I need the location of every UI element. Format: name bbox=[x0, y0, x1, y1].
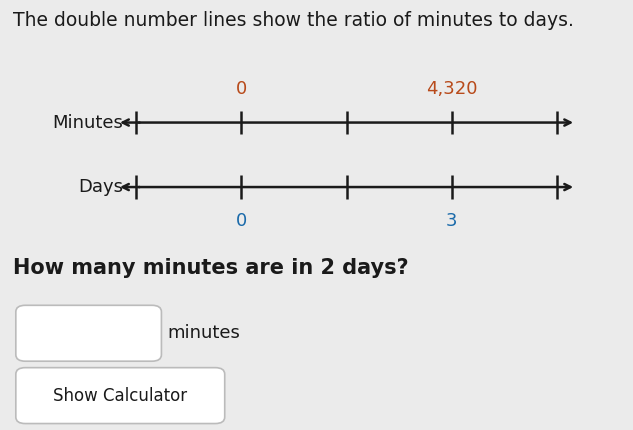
Text: 0: 0 bbox=[235, 80, 247, 98]
Text: Show Calculator: Show Calculator bbox=[53, 387, 187, 405]
Text: 3: 3 bbox=[446, 212, 458, 230]
FancyBboxPatch shape bbox=[16, 368, 225, 424]
Text: 4,320: 4,320 bbox=[426, 80, 477, 98]
Text: minutes: minutes bbox=[168, 324, 241, 342]
Text: Minutes: Minutes bbox=[53, 114, 123, 132]
Text: Days: Days bbox=[78, 178, 123, 196]
Text: How many minutes are in 2 days?: How many minutes are in 2 days? bbox=[13, 258, 408, 278]
Text: The double number lines show the ratio of minutes to days.: The double number lines show the ratio o… bbox=[13, 11, 573, 30]
Text: 0: 0 bbox=[235, 212, 247, 230]
FancyBboxPatch shape bbox=[16, 305, 161, 361]
